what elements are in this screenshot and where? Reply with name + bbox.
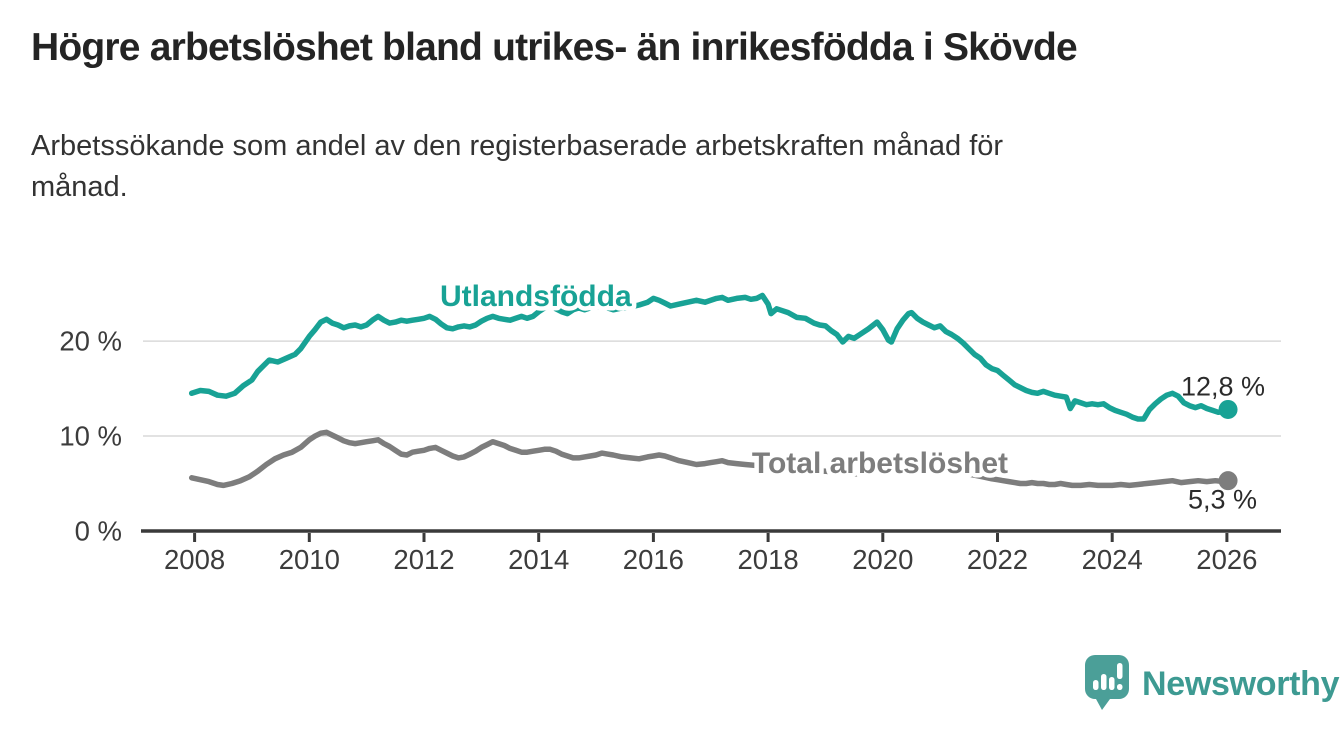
series-end-dot-utlandsfödda [1218, 399, 1238, 419]
series-line-utlandsfödda [188, 292, 1231, 422]
bar-3 [1109, 677, 1115, 690]
x-tick-label-2022: 2022 [967, 544, 1028, 575]
end-value-label-utlandsfödda: 12,8 % [1181, 371, 1265, 401]
exclamation-dot [1117, 684, 1123, 690]
y-tick-label-10: 10 % [59, 421, 122, 452]
series-line-total-arbetslöshet [188, 429, 1231, 489]
x-tick-label-2024: 2024 [1082, 544, 1143, 575]
end-value-label-total-arbetslöshet: 5,3 % [1188, 485, 1257, 515]
speech-bubble-shape [1085, 655, 1129, 710]
bar-2 [1101, 674, 1107, 690]
x-tick-label-2020: 2020 [852, 544, 913, 575]
series-label-total-arbetslöshet: Total arbetslöshet [752, 447, 1008, 480]
series-end-dot-total-arbetslöshet [1218, 471, 1238, 491]
x-tick-label-2008: 2008 [164, 544, 225, 575]
exclamation-bar [1117, 663, 1123, 679]
x-tick-label-2010: 2010 [279, 544, 340, 575]
newsworthy-logo: Newsworthy [1083, 653, 1340, 715]
y-tick-label-20: 20 % [59, 326, 122, 357]
newsworthy-wordmark: Newsworthy [1142, 664, 1340, 703]
series-label-utlandsfödda: Utlandsfödda [440, 280, 632, 313]
chart-subtitle: Arbetssökande som andel av den registerb… [31, 126, 1251, 208]
page-title: Högre arbetslöshet bland utrikes- än inr… [31, 26, 1078, 69]
x-tick-label-2018: 2018 [738, 544, 799, 575]
x-tick-label-2012: 2012 [393, 544, 454, 575]
x-tick-label-2014: 2014 [508, 544, 569, 575]
subtitle-line-2: månad. [31, 171, 128, 203]
y-tick-label-0: 0 % [75, 516, 122, 547]
x-tick-label-2026: 2026 [1196, 544, 1257, 575]
newsworthy-logo-icon [1085, 655, 1129, 710]
subtitle-line-1: Arbetssökande som andel av den registerb… [31, 130, 1004, 162]
x-tick-label-2016: 2016 [623, 544, 684, 575]
bar-1 [1093, 680, 1099, 690]
